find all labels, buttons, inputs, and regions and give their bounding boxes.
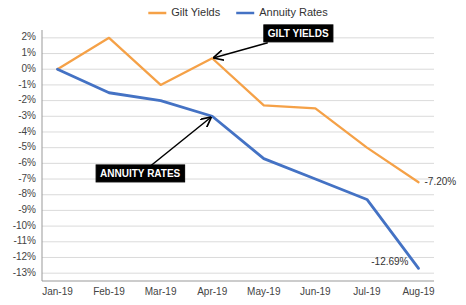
grid-line — [42, 194, 434, 195]
grid-line — [42, 37, 434, 38]
y-tick-label: 1% — [22, 47, 37, 58]
y-axis-line — [42, 30, 43, 281]
legend-label: Gilt Yields — [171, 6, 220, 18]
annotation-text: ANNUITY RATES — [100, 168, 181, 179]
y-tick-label: -6% — [18, 157, 36, 168]
x-tick-label: Mar-19 — [145, 286, 177, 297]
legend-item: Annuity Rates — [236, 6, 328, 18]
y-tick-label: -7% — [18, 173, 36, 184]
annotation-text: GILT YIELDS — [268, 28, 329, 39]
lines — [57, 38, 418, 268]
y-tick-label: -3% — [18, 110, 36, 121]
x-tick-label: Aug-19 — [402, 286, 435, 297]
grid — [42, 38, 434, 273]
legend-swatch — [236, 12, 254, 15]
annotation-box — [96, 165, 185, 182]
y-tick-label: -1% — [18, 79, 36, 90]
series-line — [57, 38, 418, 182]
y-tick-label: -2% — [18, 94, 36, 105]
chart: 2% 1% 0% -1% -2% -3% -4% -5% -6% -7% -8% -9% -10% -11… — [0, 0, 466, 305]
x-axis-line — [42, 281, 434, 282]
grid-line — [42, 131, 434, 132]
grid-line — [42, 241, 434, 242]
value-label: -12.69% — [371, 256, 408, 267]
x-tick-label: Jul-19 — [353, 286, 381, 297]
value-label: -7.20% — [425, 176, 457, 187]
grid-line — [42, 53, 434, 54]
grid-line — [42, 116, 434, 117]
series-line — [57, 69, 418, 268]
y-tick-label: -9% — [18, 204, 36, 215]
grid-line — [42, 100, 434, 101]
x-tick-label: Feb-19 — [93, 286, 125, 297]
annotation-arrow — [151, 118, 211, 166]
legend-label: Annuity Rates — [259, 6, 328, 18]
grid-line — [42, 226, 434, 227]
grid-line — [42, 273, 434, 274]
annotation-arrow — [214, 43, 268, 58]
legend-swatch — [148, 12, 166, 15]
y-tick-label: 0% — [22, 63, 37, 74]
y-tick-label: -4% — [18, 126, 36, 137]
y-tick-label: -12% — [13, 251, 36, 262]
y-tick-label: -10% — [13, 220, 36, 231]
y-tick-label: -5% — [18, 141, 36, 152]
grid-line — [42, 163, 434, 164]
y-tick-label: -13% — [13, 267, 36, 278]
x-tick-label: Jan-19 — [42, 286, 73, 297]
annotation-box — [264, 25, 333, 42]
x-tick-label: May-19 — [247, 286, 281, 297]
grid-line — [42, 84, 434, 85]
legend-item: Gilt Yields — [148, 6, 220, 18]
annotations: GILT YIELDS ANNUITY RATES — [96, 25, 333, 182]
grid-line — [42, 69, 434, 70]
y-tick-label: 2% — [22, 31, 37, 42]
grid-line — [42, 147, 434, 148]
y-tick-label: -8% — [18, 188, 36, 199]
x-tick-label: Jun-19 — [300, 286, 331, 297]
y-tick-label: -11% — [13, 235, 36, 246]
x-tick-label: Apr-19 — [197, 286, 227, 297]
legend: Gilt Yields Annuity Rates — [148, 6, 328, 18]
